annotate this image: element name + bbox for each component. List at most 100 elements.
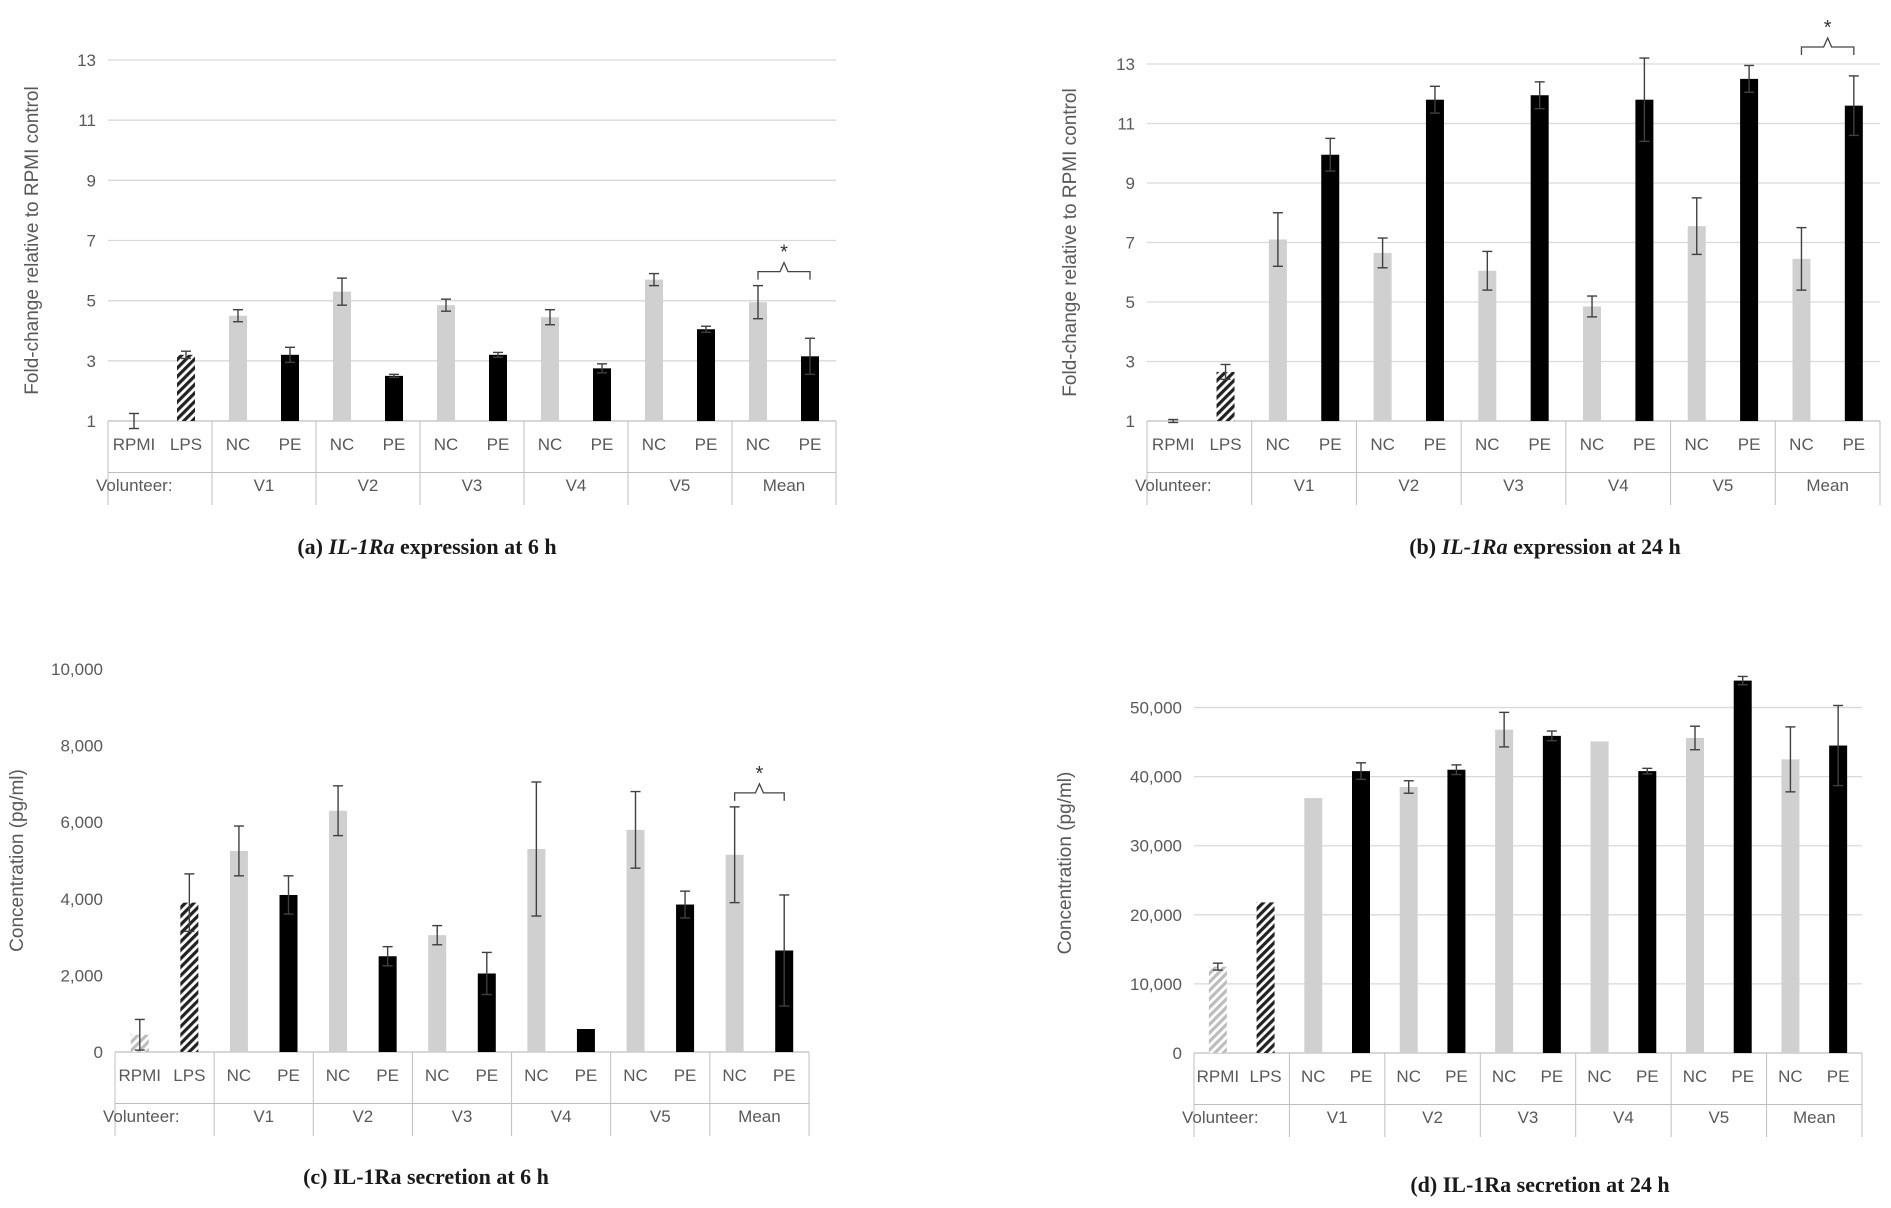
bar-pe (1638, 771, 1657, 1053)
y-tick-label: 8,000 (60, 737, 103, 756)
y-tick-label: 7 (1126, 234, 1135, 253)
group-label: V1 (1327, 1108, 1348, 1127)
bar-pe (1425, 99, 1444, 421)
bar-pe (281, 354, 299, 421)
y-tick-label: 50,000 (1130, 699, 1182, 718)
category-label: PE (695, 435, 718, 454)
y-tick-label: 11 (1117, 115, 1135, 134)
category-label: NC (434, 435, 459, 454)
group-row-label: Volunteer: (1182, 1108, 1259, 1127)
y-tick-label: 9 (87, 171, 96, 190)
category-label: NC (722, 1066, 747, 1085)
category-label: PE (575, 1066, 598, 1085)
category-label: PE (1445, 1067, 1468, 1086)
category-label: RPMI (1152, 435, 1195, 454)
y-tick-label: 20,000 (1130, 906, 1182, 925)
category-label: PE (1528, 435, 1551, 454)
category-label: PE (1633, 435, 1656, 454)
y-axis-label: Concentration (pg/ml) (1055, 772, 1076, 955)
bar-nc (1686, 737, 1704, 1053)
bar-pe (1321, 154, 1340, 422)
y-tick-label: 5 (1126, 293, 1135, 312)
y-tick-label: 10,000 (1130, 975, 1182, 994)
category-label: PE (591, 435, 614, 454)
bar-nc (1373, 252, 1392, 421)
category-label: RPMI (119, 1066, 162, 1085)
y-tick-label: 5 (87, 292, 96, 311)
significance-label: * (1824, 17, 1832, 39)
category-label: NC (538, 435, 563, 454)
group-label: V5 (1708, 1108, 1729, 1127)
category-label: PE (1319, 435, 1342, 454)
category-label: NC (1778, 1067, 1803, 1086)
category-label: NC (1370, 435, 1395, 454)
category-label: NC (642, 435, 667, 454)
bar-pe (1844, 105, 1863, 422)
group-label: Mean (763, 476, 806, 495)
category-label: PE (799, 435, 822, 454)
category-label: NC (330, 435, 355, 454)
y-tick-label: 13 (77, 51, 96, 70)
group-label: V4 (566, 476, 587, 495)
group-label: Mean (1793, 1108, 1836, 1127)
category-label: RPMI (113, 435, 156, 454)
category-label: LPS (1209, 435, 1241, 454)
significance-label: * (756, 763, 764, 785)
bar-lps (1216, 371, 1235, 421)
bar-nc (1687, 226, 1706, 421)
panel-a: (a) IL-1Ra expression at 6 h 135791113Fo… (22, 51, 837, 559)
category-label: NC (1683, 1067, 1708, 1086)
bar-nc (437, 305, 455, 421)
y-axis-label: Concentration (pg/ml) (7, 769, 28, 952)
bar-nc (1781, 759, 1800, 1053)
panel-d-caption: (d) IL-1Ra secretion at 24 h (1410, 1172, 1669, 1197)
group-label: V3 (1518, 1108, 1539, 1127)
group-label: V3 (462, 476, 483, 495)
y-tick-label: 10,000 (51, 660, 103, 679)
group-label: V4 (1608, 476, 1629, 495)
y-axis-label: Fold-change relative to RPMI control (22, 86, 43, 394)
category-label: PE (1827, 1067, 1850, 1086)
bar-pe (1733, 680, 1752, 1053)
significance-bracket (1800, 36, 1855, 55)
bar-nc (1399, 787, 1418, 1053)
y-tick-label: 13 (1116, 55, 1135, 74)
group-label: V3 (452, 1107, 473, 1126)
panel-d: (d) IL-1Ra secretion at 24 h 0 10,000 20,0… (1055, 675, 1863, 1197)
category-label: PE (1731, 1067, 1754, 1086)
bar-pe (1447, 769, 1466, 1053)
bar-pe (697, 329, 715, 421)
bar-nc (229, 315, 247, 421)
group-label: V3 (1503, 476, 1524, 495)
category-label: NC (1587, 1067, 1612, 1086)
group-label: V1 (254, 476, 275, 495)
category-label: PE (1738, 435, 1761, 454)
category-label: NC (1580, 435, 1605, 454)
category-label: PE (1350, 1067, 1373, 1086)
category-label: NC (425, 1066, 450, 1085)
bar-nc (1495, 729, 1514, 1053)
category-label: NC (1396, 1067, 1421, 1086)
bar-nc (1583, 306, 1602, 421)
bar-pe (1829, 745, 1848, 1053)
category-label: PE (376, 1066, 399, 1085)
y-tick-label: 1 (87, 412, 96, 431)
bar-nc (1792, 258, 1811, 421)
bar-nc (725, 854, 744, 1052)
bar-rpmi (1208, 966, 1227, 1053)
panel-c: (c) IL-1Ra secretion at 6 h 0 2,000 4,000 6… (7, 660, 810, 1189)
group-label: V5 (650, 1107, 671, 1126)
bar-nc (329, 810, 348, 1052)
y-tick-label: 1 (1126, 412, 1135, 431)
bar-pe (593, 368, 611, 421)
bar-nc (645, 279, 663, 421)
bar-pe (1352, 771, 1370, 1053)
category-label: NC (1301, 1067, 1326, 1086)
group-label: V5 (670, 476, 691, 495)
group-label: V2 (1422, 1108, 1443, 1127)
category-label: NC (746, 435, 771, 454)
y-tick-label: 4,000 (60, 890, 103, 909)
bar-pe (1530, 95, 1549, 422)
panel-a-caption: (a) IL-1Ra expression at 6 h (297, 534, 556, 559)
